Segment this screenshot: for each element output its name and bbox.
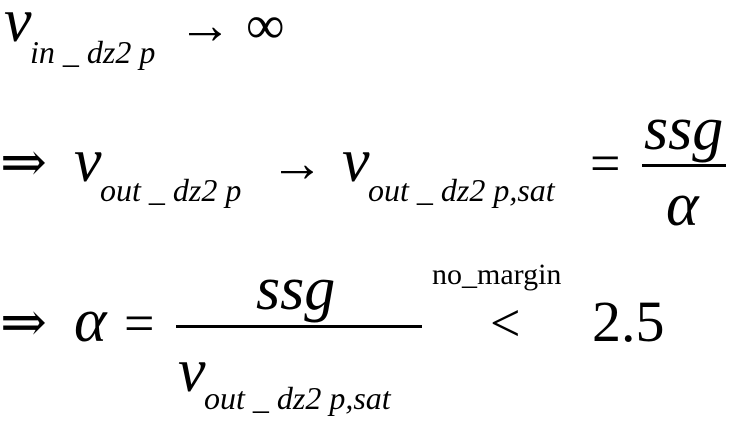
line2-subscript-left: out _ dz2 p bbox=[100, 172, 242, 208]
line1-subscript: in _ dz2 p bbox=[30, 34, 156, 70]
line2-subscript-right: out _ dz2 p,sat bbox=[368, 172, 555, 208]
line2-arrow: → bbox=[270, 133, 324, 193]
line2-fraction-bar bbox=[642, 164, 726, 167]
line2-v-right: v bbox=[342, 127, 370, 195]
line2-denominator: α bbox=[666, 171, 699, 239]
line3-denominator-subscript: out _ dz2 p,sat bbox=[204, 380, 391, 416]
line1-v: v bbox=[4, 0, 32, 55]
less-than-symbol: < bbox=[490, 293, 521, 353]
line2-equals: = bbox=[590, 133, 621, 193]
line3-denominator-v: v bbox=[178, 337, 206, 405]
line2-numerator: ssg bbox=[644, 95, 724, 163]
no-margin-annotation: no_margin bbox=[432, 258, 562, 291]
line1-arrow: → bbox=[178, 0, 232, 55]
infinity-symbol: ∞ bbox=[246, 0, 285, 55]
line2-implies: ⇒ bbox=[0, 132, 47, 194]
line2-v-left: v bbox=[74, 127, 102, 195]
line3-fraction-bar bbox=[176, 325, 422, 328]
line3-equals: = bbox=[124, 293, 155, 353]
line3-value: 2.5 bbox=[592, 289, 665, 354]
line3-alpha: α bbox=[74, 287, 107, 355]
line3-numerator: ssg bbox=[256, 255, 336, 323]
line3-implies: ⇒ bbox=[0, 292, 47, 354]
